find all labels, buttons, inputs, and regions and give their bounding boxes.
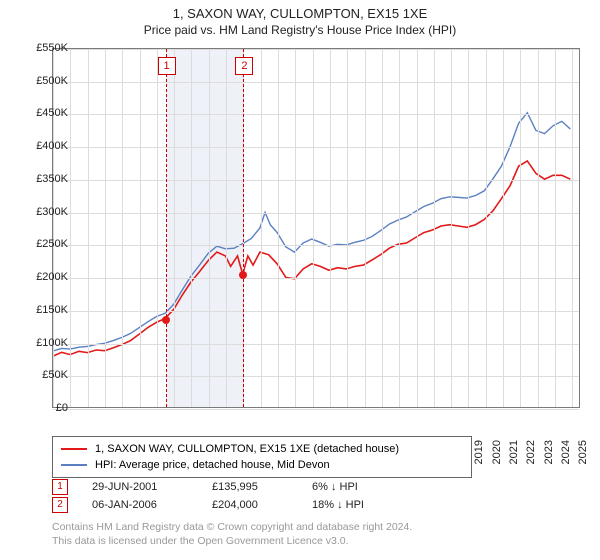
chart-marker-badge: 1 xyxy=(158,57,176,75)
sale-delta: 18% ↓ HPI xyxy=(312,499,432,511)
legend-swatch xyxy=(61,448,87,450)
y-axis-label: £400K xyxy=(36,140,68,152)
footer-line: Contains HM Land Registry data © Crown c… xyxy=(52,520,412,534)
legend-label: HPI: Average price, detached house, Mid … xyxy=(95,457,330,473)
plot-area: 12 xyxy=(52,48,580,408)
y-axis-label: £50K xyxy=(42,369,68,381)
y-axis-label: £550K xyxy=(36,42,68,54)
line-svg xyxy=(53,49,579,407)
y-axis-label: £250K xyxy=(36,238,68,250)
footer-line: This data is licensed under the Open Gov… xyxy=(52,534,412,548)
legend-swatch xyxy=(61,464,87,466)
x-axis-label: 2020 xyxy=(491,440,503,464)
legend-label: 1, SAXON WAY, CULLOMPTON, EX15 1XE (deta… xyxy=(95,441,399,457)
table-row: 1 29-JUN-2001 £135,995 6% ↓ HPI xyxy=(52,478,432,496)
legend-row: 1, SAXON WAY, CULLOMPTON, EX15 1XE (deta… xyxy=(61,441,463,457)
sale-price: £204,000 xyxy=(212,499,312,511)
footer-attribution: Contains HM Land Registry data © Crown c… xyxy=(52,520,412,548)
titles: 1, SAXON WAY, CULLOMPTON, EX15 1XE Price… xyxy=(0,0,600,37)
y-axis-label: £350K xyxy=(36,173,68,185)
sale-badge: 1 xyxy=(52,479,68,495)
sale-date: 29-JUN-2001 xyxy=(92,481,212,493)
x-axis-label: 2024 xyxy=(560,440,572,464)
y-axis-label: £450K xyxy=(36,107,68,119)
x-axis-label: 2019 xyxy=(474,440,486,464)
chart-container: 1, SAXON WAY, CULLOMPTON, EX15 1XE Price… xyxy=(0,0,600,560)
x-axis-label: 2023 xyxy=(543,440,555,464)
sale-badge: 2 xyxy=(52,497,68,513)
legend-row: HPI: Average price, detached house, Mid … xyxy=(61,457,463,473)
y-axis-label: £200K xyxy=(36,271,68,283)
title-address: 1, SAXON WAY, CULLOMPTON, EX15 1XE xyxy=(0,6,600,21)
y-axis-label: £500K xyxy=(36,75,68,87)
x-axis-label: 2021 xyxy=(508,440,520,464)
table-row: 2 06-JAN-2006 £204,000 18% ↓ HPI xyxy=(52,496,432,514)
chart-area: 12 1995199619971998199920002001200220032… xyxy=(52,48,580,408)
chart-marker-badge: 2 xyxy=(235,57,253,75)
y-axis-label: £0 xyxy=(56,402,68,414)
legend-box: 1, SAXON WAY, CULLOMPTON, EX15 1XE (deta… xyxy=(52,436,472,478)
sale-delta: 6% ↓ HPI xyxy=(312,481,432,493)
y-axis-label: £150K xyxy=(36,304,68,316)
sales-table: 1 29-JUN-2001 £135,995 6% ↓ HPI 2 06-JAN… xyxy=(52,478,432,514)
y-axis-label: £300K xyxy=(36,206,68,218)
x-axis-label: 2022 xyxy=(526,440,538,464)
title-subtitle: Price paid vs. HM Land Registry's House … xyxy=(0,23,600,37)
y-axis-label: £100K xyxy=(36,337,68,349)
sale-date: 06-JAN-2006 xyxy=(92,499,212,511)
sale-price: £135,995 xyxy=(212,481,312,493)
x-axis-label: 2025 xyxy=(578,440,590,464)
